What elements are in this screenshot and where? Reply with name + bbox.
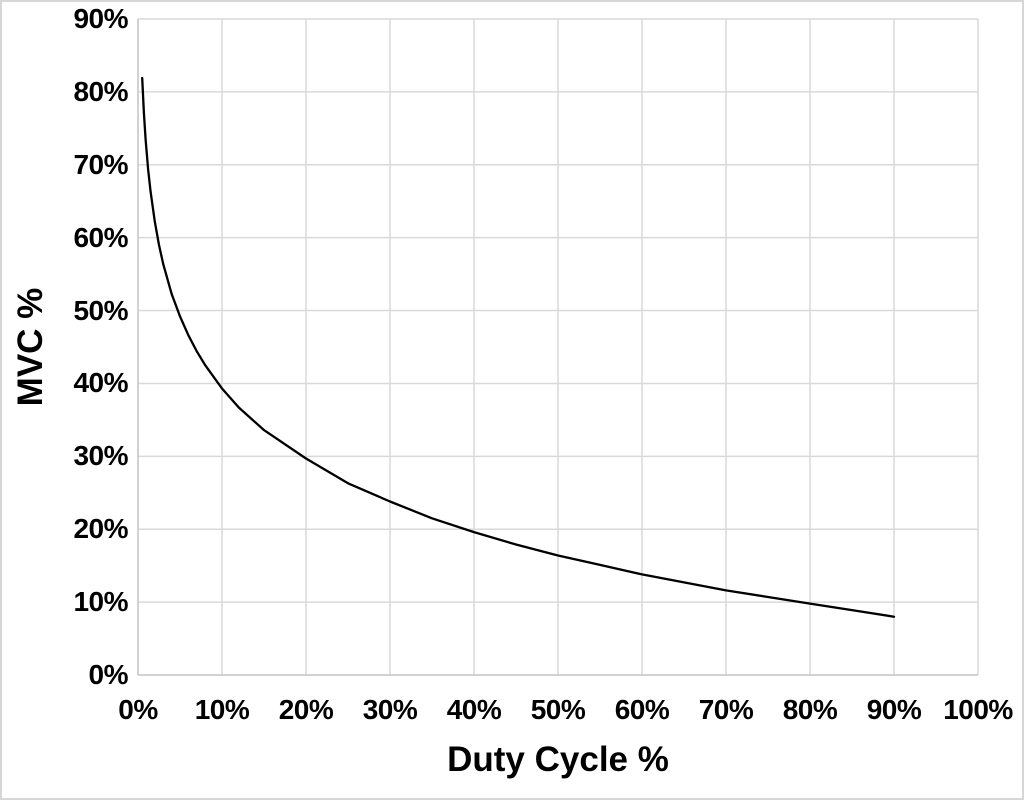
y-tick-label: 70% [73, 149, 128, 180]
data-curve [141, 76, 896, 618]
x-tick-label: 40% [446, 694, 502, 725]
x-tick-label: 30% [362, 694, 418, 725]
y-tick-label: 80% [73, 76, 128, 107]
x-tick-label: 100% [943, 694, 1013, 725]
x-tick-label: 80% [782, 694, 838, 725]
x-tick-label: 10% [194, 694, 250, 725]
x-axis-title: Duty Cycle % [447, 740, 669, 779]
x-tick-label: 0% [118, 694, 158, 725]
y-tick-label: 50% [73, 295, 128, 326]
x-tick-label: 90% [866, 694, 922, 725]
y-tick-label: 30% [73, 440, 128, 471]
y-tick-label: 90% [73, 3, 128, 34]
y-tick-label: 40% [73, 367, 128, 398]
x-tick-label: 20% [278, 694, 334, 725]
y-tick-label: 0% [88, 659, 129, 690]
y-tick-label: 20% [73, 513, 128, 544]
x-tick-label: 70% [698, 694, 754, 725]
x-tick-label: 60% [614, 694, 670, 725]
y-tick-label: 60% [73, 222, 128, 253]
y-tick-label: 10% [73, 586, 128, 617]
x-tick-label: 50% [530, 694, 586, 725]
y-axis-title: MVC % [11, 287, 50, 407]
